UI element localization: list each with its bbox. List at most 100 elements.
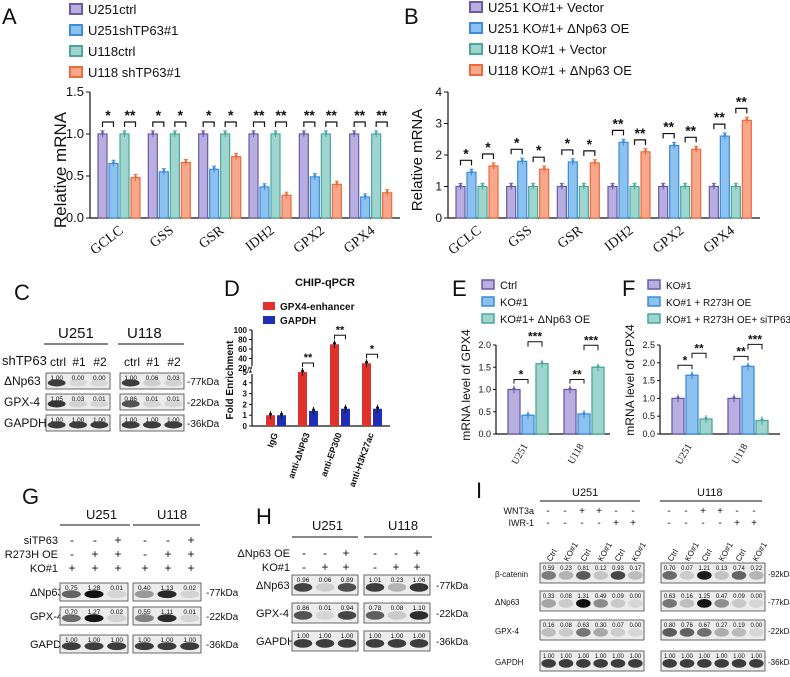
band-intensity: 1.00	[72, 417, 85, 424]
data-point	[661, 183, 665, 187]
panel-c-shtp63-label: shTP63	[2, 353, 47, 368]
category-label: GPX2	[650, 223, 687, 256]
category-label: GPX4	[341, 223, 378, 256]
treatment-sign: -	[546, 506, 549, 517]
category-label: IDH2	[602, 223, 636, 254]
bar	[330, 344, 339, 426]
legend-label: U251ctrl	[88, 2, 137, 17]
band-intensity: 0.08	[560, 623, 572, 629]
treatment-sign: +	[630, 518, 636, 529]
data-point	[365, 360, 368, 364]
blot-band	[84, 642, 104, 651]
treatment-label: KO#1	[30, 563, 58, 575]
bar	[556, 185, 567, 219]
significance-stars: **	[714, 109, 725, 125]
blot-band	[679, 659, 695, 668]
significance-stars: *	[206, 107, 212, 123]
blot-band	[558, 571, 574, 580]
blot-band	[157, 614, 177, 623]
blot-band	[90, 400, 109, 408]
blot-band	[749, 659, 764, 668]
kda-label: -92kDa	[768, 570, 790, 579]
band-intensity: 0.63	[577, 623, 589, 629]
lane-label: ctrl	[124, 355, 140, 369]
bar	[680, 185, 691, 219]
data-point	[112, 160, 115, 164]
data-point	[269, 412, 272, 416]
band-intensity: 1.00	[50, 375, 63, 382]
data-point	[745, 117, 749, 121]
band-intensity: 0.01	[146, 396, 159, 403]
data-point	[704, 416, 708, 420]
legend-swatch	[481, 279, 495, 290]
bar	[591, 366, 605, 435]
kda-label: -77kDa	[768, 598, 790, 607]
band-intensity: 0.08	[391, 605, 404, 612]
blot-band	[365, 583, 385, 592]
treatment-sign: -	[684, 518, 687, 529]
band-intensity: 0.75	[65, 585, 78, 592]
y-tick-label: 1	[435, 180, 442, 194]
legend-swatch	[69, 45, 83, 57]
band-intensity: 0.06	[146, 375, 159, 382]
band-intensity: 0.86	[297, 605, 310, 612]
data-point	[611, 183, 614, 187]
blot-band	[662, 659, 677, 668]
blot-strip	[539, 590, 645, 612]
bar	[618, 141, 629, 219]
band-intensity: 1.06	[413, 577, 426, 584]
bar	[320, 133, 331, 219]
bar	[640, 151, 651, 219]
blot-band	[697, 628, 712, 637]
panel-g-cell-u118: U118	[157, 507, 187, 522]
data-point	[101, 131, 104, 135]
panel-b-letter: B	[404, 4, 419, 29]
data-point	[385, 190, 389, 193]
blot-band	[134, 642, 154, 651]
data-point	[723, 133, 727, 137]
panel-e-chart: 0.00.51.01.52.0****U251*****U118	[478, 330, 610, 467]
significance-bracket	[733, 355, 749, 361]
blot-band	[697, 599, 712, 608]
significance-bracket	[252, 121, 266, 127]
blot-band	[749, 571, 764, 580]
bar	[455, 185, 466, 219]
blot-band	[714, 599, 729, 608]
band-intensity: 0.23	[391, 577, 404, 584]
band-intensity: 0.63	[664, 594, 676, 600]
treatment-sign: -	[718, 518, 721, 529]
bar	[130, 177, 141, 219]
bar	[691, 148, 702, 219]
band-intensity: 0.00	[750, 594, 762, 600]
blot-band	[84, 614, 104, 623]
significance-stars: **	[304, 107, 315, 123]
legend-swatch	[469, 43, 483, 55]
panel-i-cell-u118: U118	[697, 487, 722, 499]
significance-bracket	[353, 121, 366, 127]
treatment-sign: -	[323, 546, 327, 560]
y-tick-label: 100	[234, 326, 248, 335]
bar	[727, 397, 741, 435]
data-point	[280, 412, 283, 416]
panel-c-cell-u118: U118	[127, 325, 162, 342]
y-tick-label: 5	[243, 368, 248, 377]
treatment-sign: -	[70, 533, 74, 547]
blot-band	[69, 400, 87, 408]
significance-stars: **	[694, 341, 704, 355]
blot-strip	[539, 562, 645, 584]
panel-a: A U251ctrl U251shTP63#1 U118ctrl U118 sh…	[2, 2, 400, 258]
band-intensity: 1.00	[612, 654, 624, 660]
blot-band	[610, 659, 626, 668]
blot-row-label: β-catenin	[495, 570, 528, 579]
legend-swatch	[469, 22, 483, 34]
legend-label: U118 shTP63#1	[88, 65, 181, 80]
band-intensity: 1.00	[319, 633, 332, 640]
blot-band	[90, 379, 109, 387]
band-intensity: 0.81	[577, 566, 589, 572]
bar	[180, 161, 191, 219]
data-point	[526, 412, 530, 416]
y-tick-label: 1.0	[478, 385, 491, 395]
band-intensity: 1.00	[664, 654, 676, 660]
significance-stars: *	[156, 107, 162, 123]
bar	[730, 185, 741, 219]
